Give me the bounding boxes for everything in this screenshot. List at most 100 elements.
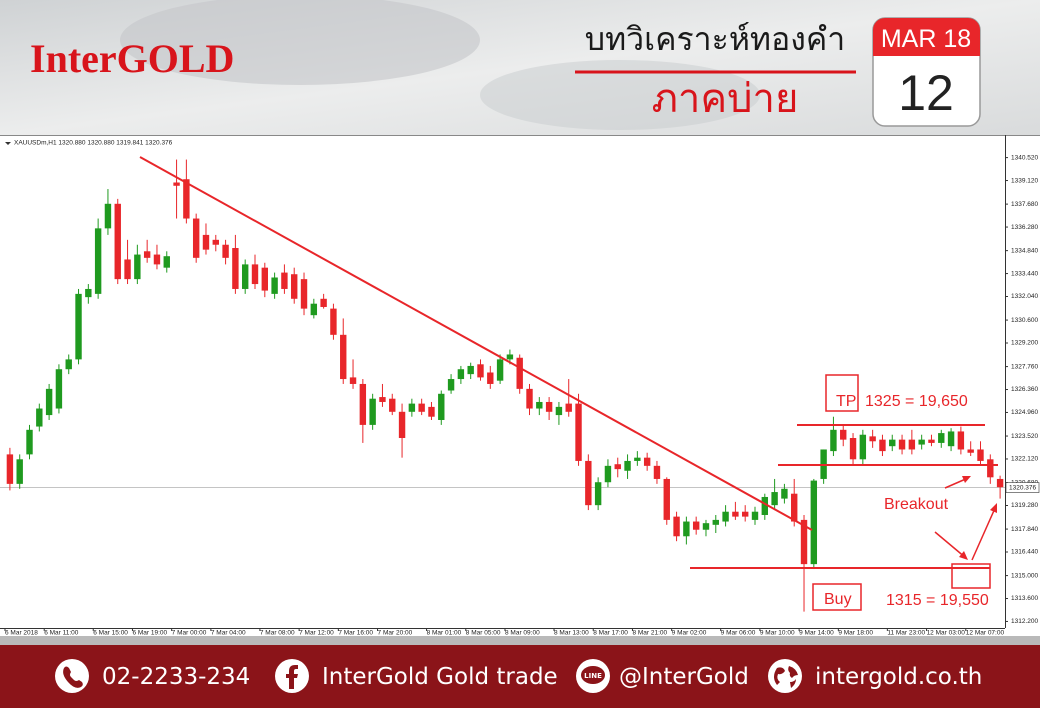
candle-body: [447, 379, 455, 391]
candle-body: [575, 403, 582, 461]
candle-body: [467, 365, 474, 375]
candle-body: [634, 457, 641, 461]
title: บทวิเคราะห์ทองคำ: [585, 20, 845, 58]
candle-body: [585, 460, 592, 506]
candle-body: [791, 493, 798, 522]
candle-body: [536, 401, 543, 409]
candle-body: [487, 372, 494, 384]
candle-body: [143, 251, 151, 258]
x-tick-label: 9 Mar 06:00: [721, 630, 756, 637]
candle-body: [732, 511, 739, 517]
line-icon-text: LINE: [584, 672, 602, 680]
x-tick-label: 9 Mar 18:00: [838, 630, 873, 637]
candle-body: [908, 439, 916, 450]
candle-body: [898, 439, 906, 450]
arrowhead: [959, 551, 968, 560]
annotation: TP: [836, 393, 856, 410]
candle-body: [310, 303, 318, 316]
globe-icon: [768, 659, 802, 693]
x-tick-label: 6 Mar 19:00: [132, 630, 167, 637]
x-tick-label: 8 Mar 21:00: [632, 630, 667, 637]
candle-body: [212, 239, 219, 245]
map-shape: [480, 60, 760, 130]
y-tick-label: 1330.600: [1011, 317, 1038, 324]
candle-body: [496, 359, 504, 381]
candle-body: [183, 179, 190, 219]
candle-body: [702, 523, 710, 530]
candle-body: [428, 406, 435, 417]
candle-body: [977, 449, 984, 461]
line[interactable]: @InterGold: [619, 664, 749, 690]
candle-body: [349, 377, 357, 384]
brand: InterGOLD: [30, 36, 234, 81]
globe-glyph: [774, 666, 798, 688]
x-tick-label: 7 Mar 20:00: [378, 630, 413, 637]
last-price-box: [1005, 482, 1040, 493]
candle-body: [36, 408, 43, 427]
candle-body: [75, 293, 82, 360]
x-tick-label: 9 Mar 10:00: [760, 630, 795, 637]
calendar-top: [873, 18, 980, 56]
x-tick-label: 6 Mar 11:00: [44, 630, 79, 637]
candle-body: [418, 403, 425, 412]
x-tick-label: 8 Mar 01:00: [427, 630, 462, 637]
website[interactable]: intergold.co.th: [815, 664, 982, 690]
candle-body: [153, 254, 161, 265]
arrowhead: [990, 503, 997, 513]
y-tick-label: 1334.840: [1011, 247, 1038, 254]
candle-body: [408, 403, 416, 412]
candle-body: [202, 234, 210, 250]
candle-body: [957, 431, 965, 450]
footer-contacts: 02-2233-234 InterGold Gold trade LINE @I…: [55, 659, 982, 693]
y-tick-label: 1315.000: [1011, 572, 1038, 579]
phone[interactable]: 02-2233-234: [102, 664, 250, 690]
y-tick-label: 1333.440: [1011, 270, 1038, 277]
entry-box: [951, 563, 991, 589]
calendar-day: 12: [898, 65, 954, 121]
x-tick-label: 11 Mar 23:00: [887, 630, 925, 637]
y-tick-label: 1313.600: [1011, 595, 1038, 602]
candle-body: [741, 511, 749, 517]
candle-body: [722, 511, 729, 522]
candle-body: [340, 334, 347, 380]
annotation: 1315 = 19,550: [886, 592, 989, 609]
last-price-label: 1320.376: [1009, 484, 1036, 491]
x-tick-label: 6 Mar 15:00: [93, 630, 128, 637]
candle-body: [438, 393, 445, 420]
candle-body: [291, 274, 298, 299]
candle-body: [830, 429, 837, 452]
y-tick-label: 1316.440: [1011, 549, 1038, 556]
candle-body: [114, 203, 121, 280]
candle-body: [810, 480, 818, 565]
map-shape: [120, 0, 480, 85]
candle-body: [320, 298, 327, 307]
candle-body: [173, 182, 180, 186]
candle-body: [604, 465, 612, 483]
annotation: Breakout: [884, 496, 949, 513]
candle-body: [6, 454, 14, 484]
candle-body: [506, 354, 514, 360]
calendar: MAR 18 12: [872, 17, 981, 127]
x-tick-label: 7 Mar 16:00: [338, 630, 373, 637]
y-tick-label: 1340.520: [1011, 154, 1038, 161]
candle-body: [987, 459, 994, 478]
phone-glyph: [63, 666, 83, 688]
candle-body: [85, 288, 92, 298]
candle-body: [330, 308, 337, 335]
candle-body: [55, 369, 63, 409]
plot: 1340.520 1339.120 1337.680 1336.280 1334.840…: [0, 154, 1040, 637]
x-tick-label: 7 Mar 00:00: [172, 630, 207, 637]
x-tick-label: 12 Mar 07:00: [966, 630, 1005, 637]
candle-body: [16, 459, 23, 484]
candle-body: [624, 460, 631, 471]
x-tick-label: 7 Mar 04:00: [211, 630, 246, 637]
candle-body: [565, 403, 572, 412]
candle-body: [300, 279, 308, 309]
footer-background: [0, 645, 1040, 708]
facebook[interactable]: InterGold Gold trade: [322, 664, 558, 690]
candle-body: [281, 272, 288, 289]
candle-body: [761, 496, 769, 515]
candle-body: [134, 254, 141, 280]
